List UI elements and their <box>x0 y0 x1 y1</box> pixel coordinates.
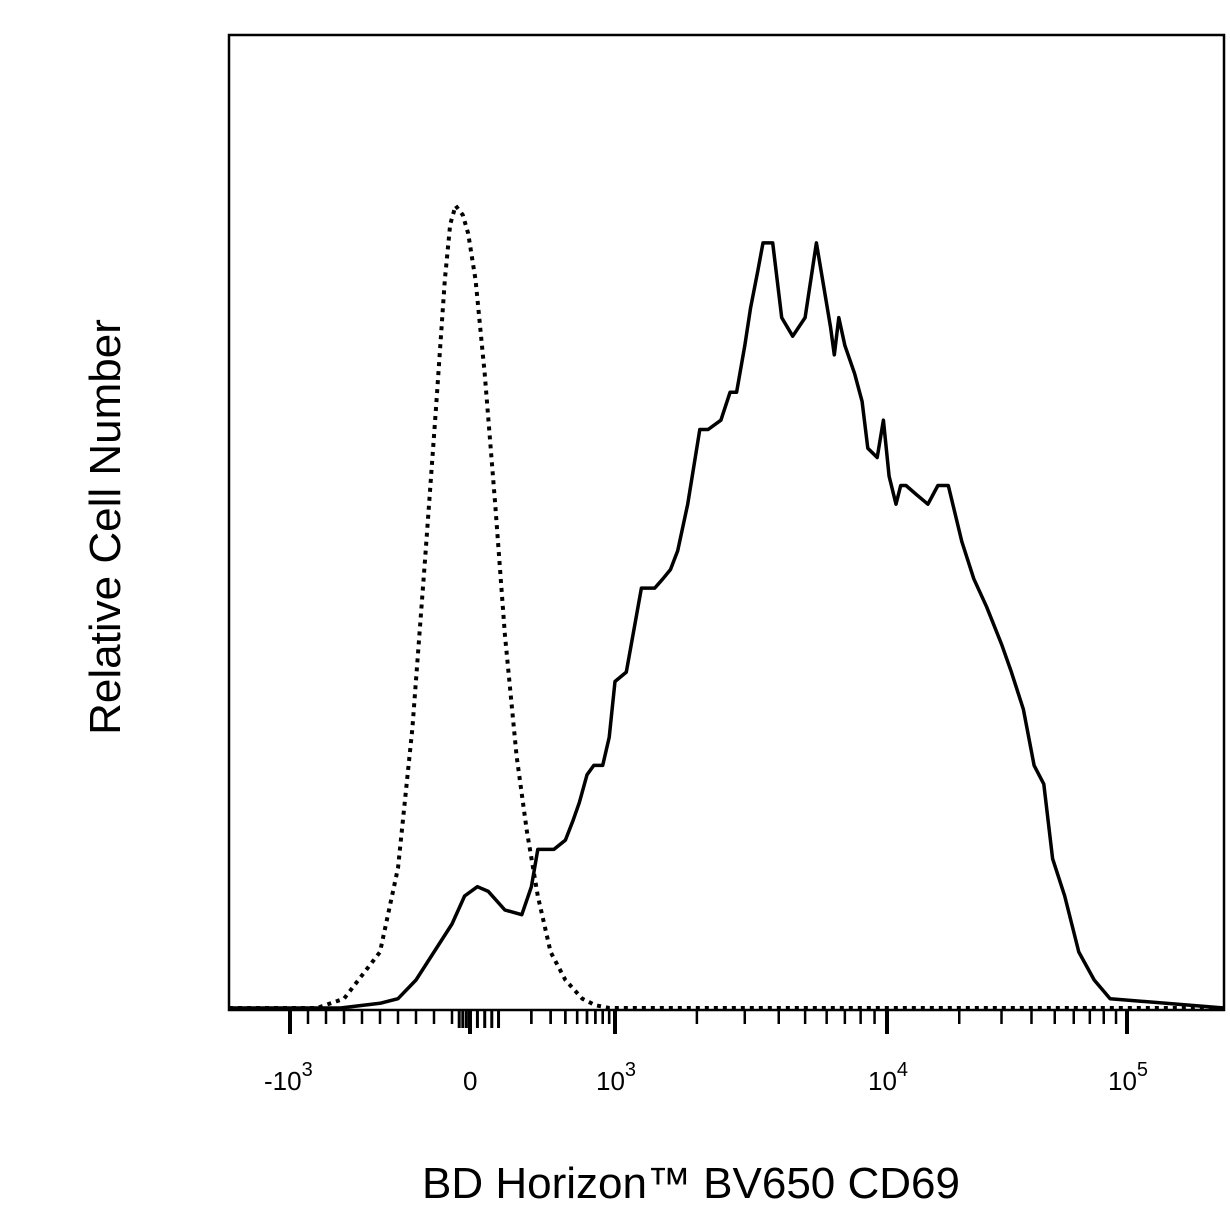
x-tick-label: 105 <box>1108 1059 1148 1096</box>
x-tick-label: 0 <box>463 1066 477 1096</box>
plot-frame <box>227 33 1226 1012</box>
x-tick-label: 104 <box>868 1059 908 1096</box>
series-line-solid <box>229 241 1225 1010</box>
x-tick-label: 103 <box>596 1059 636 1096</box>
x-tick-label: -103 <box>264 1059 313 1096</box>
y-axis-label: Relative Cell Number <box>81 319 130 735</box>
x-axis: -103 0 103 104 105 <box>264 1010 1148 1096</box>
series-layer <box>229 203 1225 1010</box>
x-axis-label: BD Horizon™ BV650 CD69 <box>422 1159 960 1208</box>
series-line-dotted <box>229 203 1224 1010</box>
